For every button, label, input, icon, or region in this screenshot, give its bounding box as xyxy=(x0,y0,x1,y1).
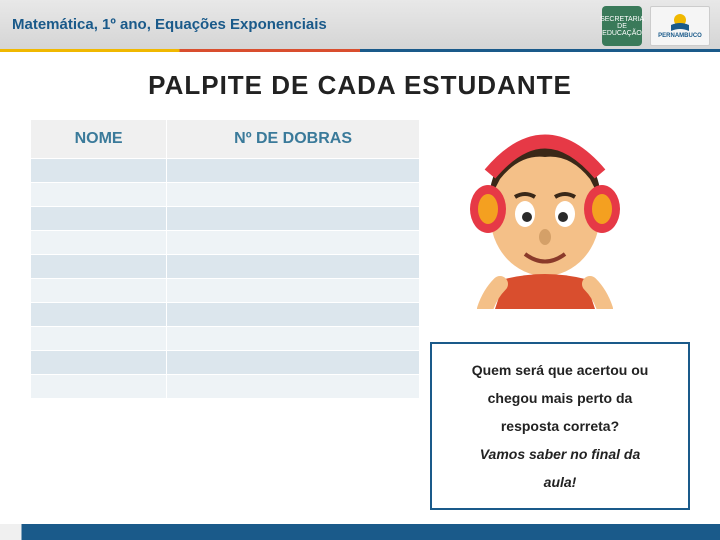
table-cell xyxy=(167,159,420,183)
slide-header: Matemática, 1º ano, Equações Exponenciai… xyxy=(0,0,720,52)
question-line4: Vamos saber no final da xyxy=(442,440,678,468)
question-line3: resposta correta? xyxy=(442,412,678,440)
table-row xyxy=(31,183,420,207)
table-cell xyxy=(31,351,167,375)
logo2-text: PERNAMBUCO xyxy=(658,33,702,39)
table-row xyxy=(31,207,420,231)
table-row xyxy=(31,255,420,279)
question-line1: Quem será que acertou ou xyxy=(442,356,678,384)
table-cell xyxy=(167,375,420,399)
table-cell xyxy=(167,279,420,303)
table-cell xyxy=(167,255,420,279)
table-cell xyxy=(31,207,167,231)
student-guess-table: NOME Nº DE DOBRAS xyxy=(30,119,420,399)
main-title: PALPITE DE CADA ESTUDANTE xyxy=(30,70,690,101)
table-cell xyxy=(31,327,167,351)
header-title: Matemática, 1º ano, Equações Exponenciai… xyxy=(12,16,327,33)
table-cell xyxy=(31,279,167,303)
table-cell xyxy=(31,159,167,183)
question-line2: chegou mais perto da xyxy=(442,384,678,412)
table-cell xyxy=(167,231,420,255)
table-row xyxy=(31,159,420,183)
table-row xyxy=(31,303,420,327)
pernambuco-flag-icon xyxy=(668,13,692,33)
boy-headphone-icon xyxy=(430,119,660,309)
pernambuco-logo: PERNAMBUCO xyxy=(650,6,710,46)
table-cell xyxy=(167,351,420,375)
question-line5: aula! xyxy=(442,468,678,496)
footer-bar xyxy=(0,524,720,540)
table-cell xyxy=(167,183,420,207)
table-row xyxy=(31,327,420,351)
table-cell xyxy=(31,231,167,255)
table-row xyxy=(31,351,420,375)
table-cell xyxy=(167,303,420,327)
table-row xyxy=(31,375,420,399)
table-header-dobras: Nº DE DOBRAS xyxy=(167,120,420,159)
table-row xyxy=(31,231,420,255)
table-wrap: NOME Nº DE DOBRAS xyxy=(30,119,420,399)
table-cell xyxy=(167,207,420,231)
logo1-text: SECRETARIA DE EDUCAÇÃO xyxy=(600,16,644,37)
table-header-name: NOME xyxy=(31,120,167,159)
table-cell xyxy=(31,255,167,279)
header-logos: SECRETARIA DE EDUCAÇÃO PERNAMBUCO xyxy=(602,6,710,46)
illustration xyxy=(430,119,660,309)
table-cell xyxy=(31,303,167,327)
table-row xyxy=(31,279,420,303)
secretaria-logo: SECRETARIA DE EDUCAÇÃO xyxy=(602,6,642,46)
table-cell xyxy=(167,327,420,351)
table-cell xyxy=(31,375,167,399)
table-cell xyxy=(31,183,167,207)
slide-main: PALPITE DE CADA ESTUDANTE NOME Nº DE DOB… xyxy=(0,52,720,540)
question-box: Quem será que acertou ou chegou mais per… xyxy=(430,342,690,510)
